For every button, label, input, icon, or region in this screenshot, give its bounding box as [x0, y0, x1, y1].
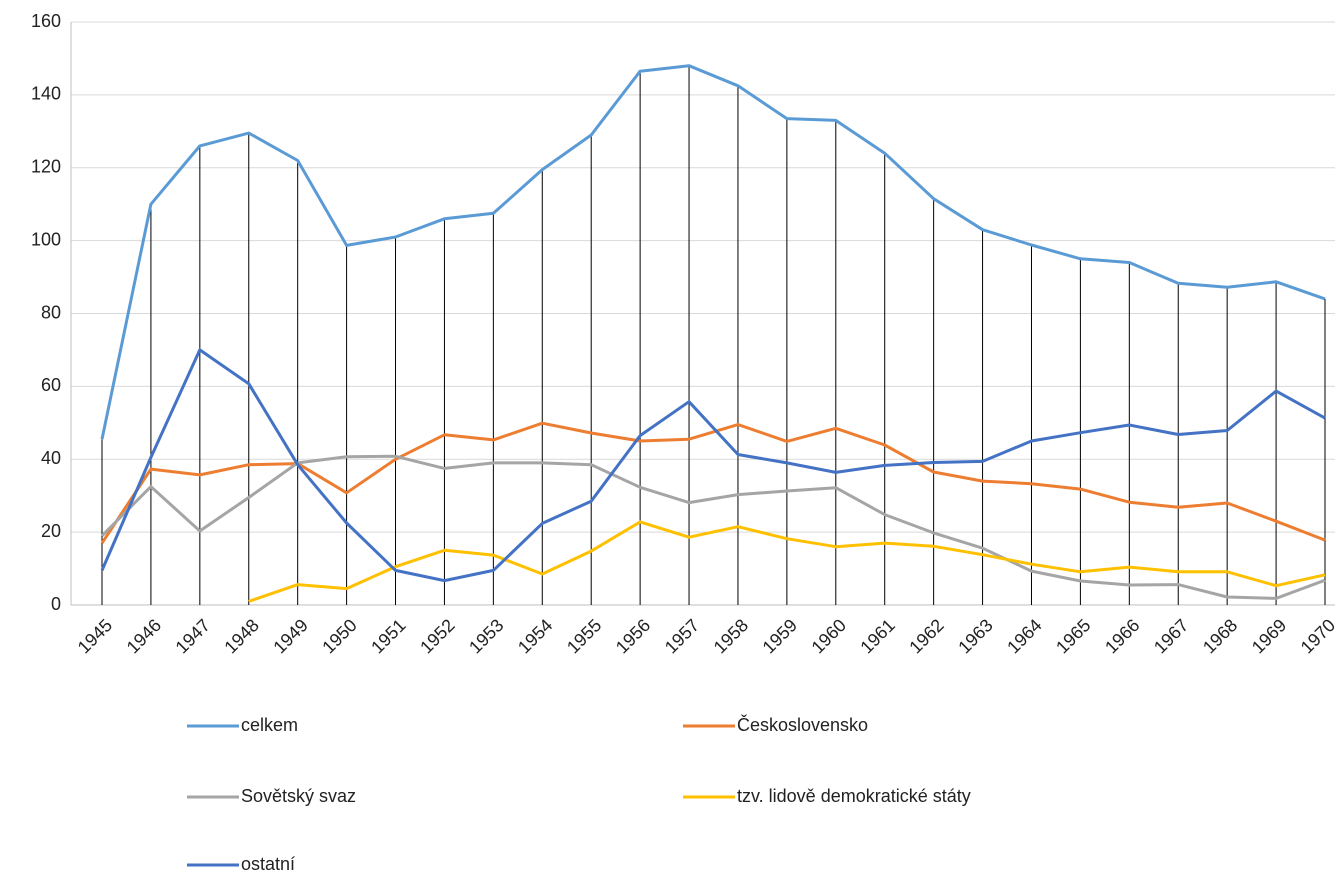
x-tick-label: 1955	[563, 615, 605, 657]
x-tick-label: 1962	[905, 615, 947, 657]
y-tick-label: 40	[41, 448, 61, 468]
x-tick-label: 1957	[661, 615, 703, 657]
x-tick-label: 1966	[1101, 615, 1143, 657]
legend-label: Československo	[737, 714, 868, 735]
x-tick-label: 1970	[1297, 615, 1339, 657]
x-tick-label: 1954	[514, 615, 556, 657]
x-tick-label: 1947	[172, 615, 214, 657]
legend-label: tzv. lidově demokratické státy	[737, 786, 971, 806]
x-tick-label: 1960	[808, 615, 850, 657]
x-tick-label: 1945	[74, 615, 116, 657]
x-tick-label: 1956	[612, 615, 654, 657]
x-tick-label: 1964	[1003, 615, 1045, 657]
legend-label: Sovětský svaz	[241, 786, 356, 806]
series-line	[100, 348, 1326, 583]
x-tick-label: 1963	[954, 615, 996, 657]
series-line	[248, 520, 1326, 603]
x-tick-label: 1948	[220, 615, 262, 657]
y-tick-label: 120	[31, 157, 61, 177]
y-tick-label: 100	[31, 229, 61, 249]
y-tick-label: 60	[41, 375, 61, 395]
x-tick-label: 1950	[318, 615, 360, 657]
x-tick-label: 1949	[269, 615, 311, 657]
x-tick-label: 1961	[856, 615, 898, 657]
x-tick-label: 1951	[367, 615, 409, 657]
y-tick-label: 20	[41, 521, 61, 541]
x-tick-label: 1967	[1150, 615, 1192, 657]
x-tick-label: 1952	[416, 615, 458, 657]
series-line	[100, 454, 1326, 600]
x-tick-label: 1968	[1199, 615, 1241, 657]
x-tick-label: 1965	[1052, 615, 1094, 657]
x-tick-label: 1959	[759, 615, 801, 657]
y-tick-label: 0	[51, 594, 61, 614]
x-tick-label: 1958	[710, 615, 752, 657]
legend-label: celkem	[241, 715, 298, 735]
x-tick-label: 1969	[1248, 615, 1290, 657]
series-line	[100, 64, 1326, 440]
y-tick-label: 140	[31, 84, 61, 104]
y-tick-label: 80	[41, 302, 61, 322]
x-tick-label: 1946	[123, 615, 165, 657]
legend-label: ostatní	[241, 854, 295, 873]
y-tick-label: 160	[31, 11, 61, 31]
x-tick-label: 1953	[465, 615, 507, 657]
series-line	[100, 421, 1326, 544]
